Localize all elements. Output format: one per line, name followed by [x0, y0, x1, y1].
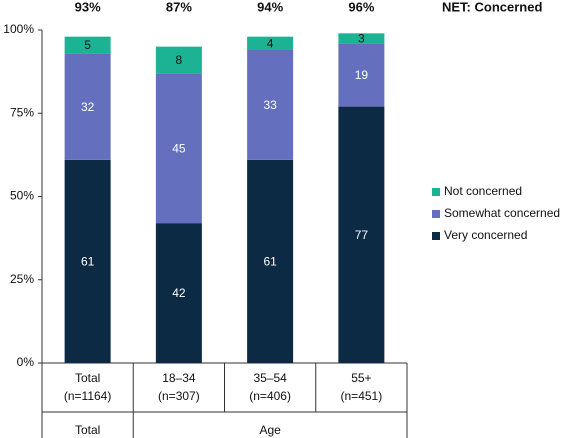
y-tick-label: 100% [3, 22, 34, 36]
x-tick-label: 55+ (n=451) [340, 371, 383, 403]
data-label: 45 [172, 141, 186, 155]
net-label: 94% [257, 0, 283, 14]
data-label: 3 [358, 31, 365, 45]
bar-segment [338, 43, 385, 107]
net-title: NET: Concerned [442, 0, 542, 14]
net-label: 93% [75, 0, 101, 14]
x-tick-label: 35–54 (n=406) [249, 371, 291, 403]
group-label: Total [74, 423, 101, 437]
legend-swatch [432, 210, 440, 218]
net-label: 87% [166, 0, 192, 14]
bar-segment [155, 223, 202, 363]
data-label: 5 [84, 38, 91, 52]
data-label: 33 [263, 98, 277, 112]
legend-label: Very concerned [444, 228, 527, 242]
data-label: 4 [267, 36, 274, 50]
y-tick-label: 50% [10, 189, 34, 203]
legend-swatch [432, 188, 440, 196]
bar-segment [338, 33, 385, 44]
bar-segment [155, 46, 202, 74]
legend-label: Not concerned [444, 184, 522, 198]
group-label: Age [259, 423, 281, 437]
data-label: 19 [355, 68, 369, 82]
data-label: 32 [81, 100, 95, 114]
y-tick-label: 25% [10, 272, 34, 286]
data-label: 61 [81, 255, 95, 269]
bar-segment [64, 159, 111, 363]
x-tick-label: 18–34 (n=307) [158, 371, 200, 403]
data-label: 8 [176, 53, 183, 67]
data-label: 61 [263, 255, 277, 269]
y-tick-label: 0% [17, 355, 35, 369]
bar-segment [247, 36, 294, 50]
legend-swatch [432, 232, 440, 240]
bar-segment [247, 159, 294, 363]
bar-segment [338, 106, 385, 363]
net-label: 96% [348, 0, 374, 14]
bar-segment [64, 53, 111, 160]
y-tick-label: 75% [10, 105, 34, 119]
bar-segment [155, 73, 202, 224]
x-tick-label: Total (n=1164) [63, 371, 112, 403]
bar-segment [64, 36, 111, 54]
legend-label: Somewhat concerned [444, 206, 560, 220]
data-label: 42 [172, 286, 186, 300]
data-label: 77 [355, 228, 369, 242]
bar-segment [247, 49, 294, 160]
